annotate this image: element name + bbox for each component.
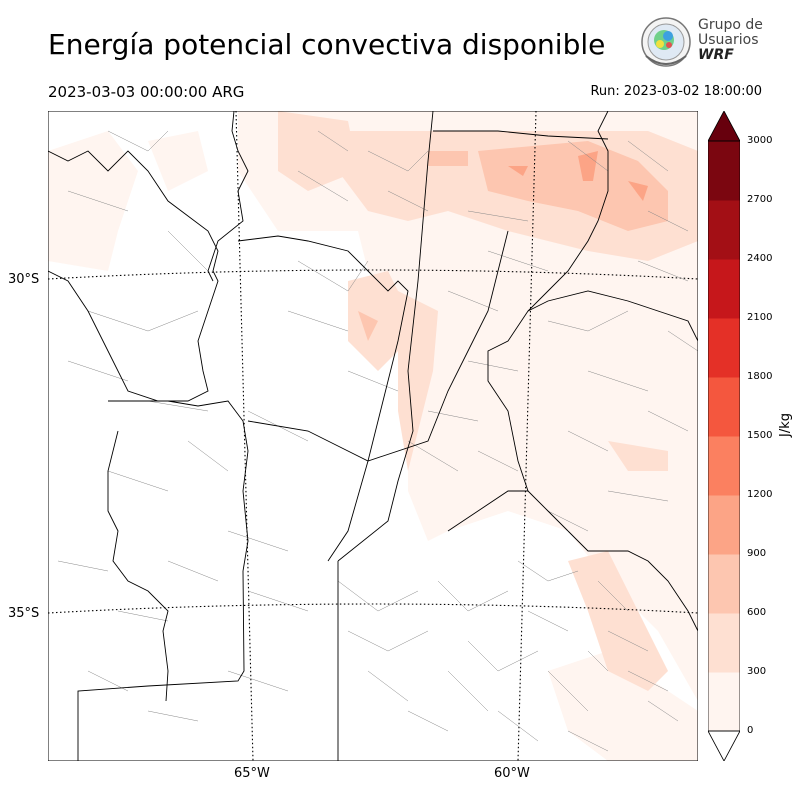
globe-emblem-icon [641,17,691,67]
logo-line-1: Grupo de [698,17,763,33]
colorbar-tick-label: 0 [747,725,754,736]
colorbar-tick-label: 2700 [747,194,773,205]
colorbar [708,111,740,761]
graticule-65w [235,111,254,761]
colorbar-segments [708,141,740,732]
colorbar-band [708,436,740,496]
colorbar-band [708,259,740,319]
logo-line-3: WRF [698,47,734,63]
run-time: Run: 2023-03-02 18:00:00 [590,84,762,99]
logo-line-2: Usuarios [698,32,759,48]
colorbar-band [708,495,740,555]
lat-label-35s: 35°S [8,606,40,621]
cape-map [48,111,698,761]
lon-label-60w: 60°W [494,766,530,781]
graticule-35s [48,603,698,614]
colorbar-tick-label: 1500 [747,430,773,441]
colorbar-band [708,554,740,614]
colorbar-band [708,377,740,437]
colorbar-max-extend [708,111,740,142]
colorbar-unit: J/kg [778,413,793,437]
colorbar-tick-label: 300 [747,666,767,677]
colorbar-band [708,318,740,378]
provincial-boundaries [48,111,698,761]
colorbar-band [708,200,740,260]
colorbar-tick-label: 1800 [747,371,773,382]
colorbar-band [708,672,740,732]
graticule-60w [517,111,537,761]
colorbar-tick-label: 900 [747,548,767,559]
colorbar-tick-label: 2100 [747,312,773,323]
colorbar-tick-label: 2400 [747,253,773,264]
colorbar-band [708,613,740,673]
wrf-logo: Grupo de Usuarios WRF [638,16,768,72]
colorbar-tick-label: 3000 [747,135,773,146]
colorbar-min-extend [708,730,740,761]
lon-label-65w: 65°W [234,766,270,781]
valid-time: 2023-03-03 00:00:00 ARG [48,83,245,101]
graticule [48,111,698,761]
lat-label-30s: 30°S [8,272,40,287]
colorbar-frame [708,140,740,732]
colorbar-band [708,141,740,201]
colorbar-tick-label: 600 [747,607,767,618]
colorbar-tick-label: 1200 [747,489,773,500]
departmental-boundaries [57,130,698,752]
map-title: Energía potencial convectiva disponible [48,28,606,61]
graticule-30s [48,269,698,280]
